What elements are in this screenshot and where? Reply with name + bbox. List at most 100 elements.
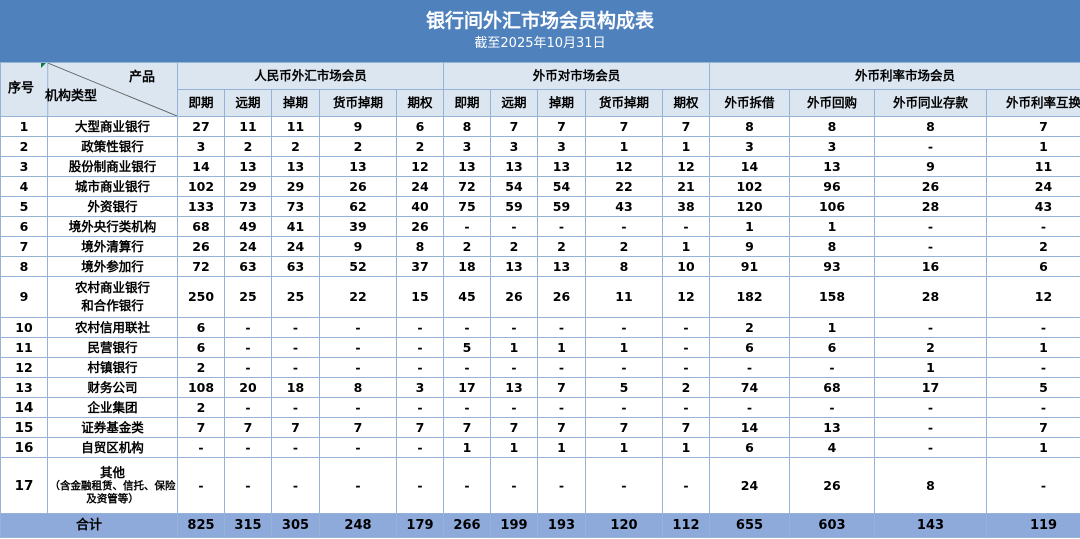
table-cell: 74 xyxy=(709,377,790,398)
table-cell: 1 xyxy=(985,437,1080,458)
table-cell: - xyxy=(662,317,710,338)
table-row: 16 自贸区机构 - - - - -1 1 1 1 1 6 4-1 xyxy=(0,437,1080,458)
table-cell: 2 xyxy=(177,397,225,418)
table-cell: 13 xyxy=(490,256,538,277)
row-institution-name: 村镇银行 xyxy=(47,357,178,378)
table-cell: - xyxy=(319,457,397,514)
table-cell: 13 xyxy=(490,156,538,177)
table-cell: - xyxy=(490,397,538,418)
table-cell: 45 xyxy=(443,276,491,318)
table-cell: 2 xyxy=(709,317,790,338)
table-cell: 8 xyxy=(319,377,397,398)
table-cell: 26 xyxy=(490,276,538,318)
table-cell: 1 xyxy=(789,317,875,338)
total-cell: 199 xyxy=(490,513,538,538)
table-cell: 7 xyxy=(985,417,1080,438)
table-cell: - xyxy=(985,357,1080,378)
row-seq: 10 xyxy=(0,317,48,338)
table-cell: 2 xyxy=(319,136,397,157)
institution-name-line: 政策性银行 xyxy=(81,138,144,154)
table-cell: 7 xyxy=(224,417,272,438)
institution-name-line: 境外央行类机构 xyxy=(68,218,157,234)
table-cell: 6 xyxy=(177,337,225,358)
institution-name-line: 村镇银行 xyxy=(87,359,138,375)
table-cell: 21 xyxy=(662,176,710,197)
row-seq: 16 xyxy=(0,437,48,458)
table-cell: - xyxy=(662,357,710,378)
table-cell: 24 xyxy=(709,457,790,514)
row-institution-name: 证券基金类 xyxy=(47,417,178,438)
header-seq: 序号 xyxy=(8,81,35,96)
table-cell: 12 xyxy=(662,156,710,177)
page-title: 银行间外汇市场会员构成表 xyxy=(425,10,654,32)
table-cell: 12 xyxy=(985,276,1080,318)
institution-name-line: 大型商业银行 xyxy=(74,118,150,134)
row-seq: 1 xyxy=(0,116,48,137)
total-cell: 193 xyxy=(537,513,586,538)
table-cell: - xyxy=(585,397,663,418)
column-header: 外币回购 xyxy=(789,89,875,117)
table-cell: 8 xyxy=(709,116,790,137)
table-cell: - xyxy=(490,317,538,338)
table-cell: - xyxy=(537,397,586,418)
table-cell: - xyxy=(319,437,397,458)
group-header-rmb-fx: 人民币外汇市场会员 xyxy=(177,62,444,90)
institution-name-line: 民营银行 xyxy=(87,339,138,355)
table-cell: - xyxy=(396,337,444,358)
table-row: 11 民营银行 6- - - -5 1 1 1-6 6 2 1 xyxy=(0,337,1080,358)
table-cell: 13 xyxy=(443,156,491,177)
table-cell: 9 xyxy=(709,236,790,257)
table-cell: 182 xyxy=(709,276,790,318)
table-cell: 2 xyxy=(537,236,586,257)
table-cell: 6 xyxy=(709,437,790,458)
table-cell: - xyxy=(224,397,272,418)
table-corner-header: 序号 产品 机构类型 xyxy=(0,62,178,117)
table-cell: 27 xyxy=(177,116,225,137)
total-cell: 603 xyxy=(789,513,875,538)
table-cell: 14 xyxy=(177,156,225,177)
table-cell: 73 xyxy=(224,196,272,217)
table-cell: 3 xyxy=(789,136,875,157)
institution-name-line: 外资银行 xyxy=(87,198,138,214)
column-header: 外币利率互换 xyxy=(985,89,1080,117)
table-cell: 28 xyxy=(874,276,987,318)
total-cell: 655 xyxy=(709,513,790,538)
table-cell: 28 xyxy=(874,196,987,217)
table-cell: - xyxy=(789,357,875,378)
table-cell: - xyxy=(585,317,663,338)
table-cell: 26 xyxy=(874,176,987,197)
row-institution-name: 财务公司 xyxy=(47,377,178,398)
group-header-fx-rate: 外币利率市场会员 xyxy=(708,62,1080,90)
table-cell: 1 xyxy=(662,437,710,458)
table-cell: - xyxy=(271,357,320,378)
row-institution-name: 大型商业银行 xyxy=(47,116,178,137)
table-row: 15 证券基金类 7 7 7 7 7 7 7 7 7 7 14 13-7 xyxy=(0,417,1080,438)
row-seq: 2 xyxy=(0,136,48,157)
table-cell: 108 xyxy=(177,377,225,398)
institution-note: （含金融租赁、信托、保险及资管等） xyxy=(49,479,176,505)
table-cell: - xyxy=(396,397,444,418)
row-institution-name: 其他 （含金融租赁、信托、保险及资管等） xyxy=(47,457,178,514)
row-seq: 7 xyxy=(0,236,48,257)
table-cell: 2 xyxy=(177,357,225,378)
table-cell: 1 xyxy=(537,437,586,458)
table-cell: 2 xyxy=(443,236,491,257)
diagonal-divider xyxy=(47,63,177,116)
table-cell: - xyxy=(224,317,272,338)
table-cell: 133 xyxy=(177,196,225,217)
table-cell: 59 xyxy=(537,196,586,217)
table-cell: 2 xyxy=(874,337,987,358)
table-row: 4 城市商业银行 102 29 29 26 24 72 54 54 22 21 102 96 26 24 xyxy=(0,176,1080,197)
row-institution-name: 民营银行 xyxy=(47,337,178,358)
table-cell: 7 xyxy=(319,417,397,438)
total-cell: 248 xyxy=(319,513,397,538)
table-cell: 6 xyxy=(985,256,1080,277)
table-cell: 1 xyxy=(662,236,710,257)
title-banner: 银行间外汇市场会员构成表 截至2025年10月31日 xyxy=(0,0,1080,62)
table-cell: 24 xyxy=(985,176,1080,197)
table-cell: 1 xyxy=(985,337,1080,358)
table-cell: 1 xyxy=(709,216,790,237)
table-cell: 9 xyxy=(319,236,397,257)
table-cell: 250 xyxy=(177,276,225,318)
column-header: 外币拆借 xyxy=(709,89,790,117)
